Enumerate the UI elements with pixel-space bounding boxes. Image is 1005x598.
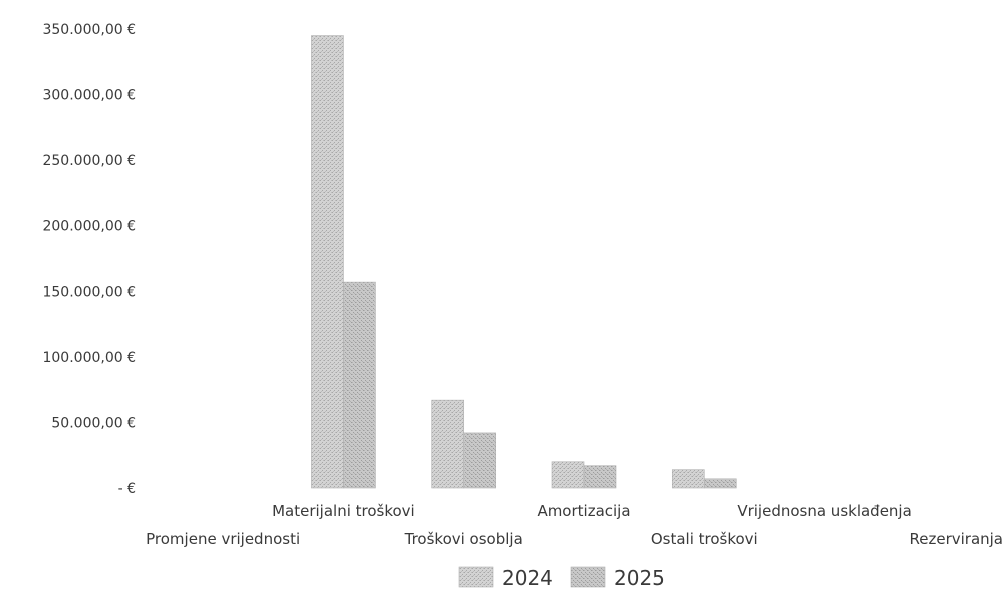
- x-tick-label: Rezerviranja: [909, 530, 1003, 548]
- y-tick-label: 150.000,00 €: [42, 284, 136, 300]
- bar-2024-1: [311, 35, 344, 489]
- bar-2025-1: [343, 281, 376, 489]
- x-tick-label: Troškovi osoblja: [404, 530, 523, 548]
- y-axis: - € 50.000,00 € 100.000,00 € 150.000,00 € 20…: [42, 22, 136, 497]
- x-tick-label: Ostali troškovi: [651, 530, 758, 548]
- x-tick-label: Promjene vrijednosti: [146, 530, 300, 548]
- x-tick-label: Vrijednosna usklađenja: [737, 502, 911, 520]
- bar-2024-2: [431, 399, 465, 489]
- legend-swatch-2024: [458, 566, 494, 588]
- legend-swatch-2025: [570, 566, 606, 588]
- y-tick-label: 200.000,00 €: [42, 219, 136, 235]
- bar-2025-4: [703, 478, 737, 489]
- x-tick-label: Amortizacija: [537, 502, 630, 520]
- y-tick-label: 350.000,00 €: [42, 22, 136, 38]
- bar-2024-4: [671, 469, 705, 489]
- bar-2025-3: [583, 465, 617, 489]
- y-tick-label: 300.000,00 €: [42, 88, 136, 104]
- legend: 2024 2025: [458, 566, 665, 590]
- bar-2024-3: [551, 461, 585, 489]
- y-tick-label: 250.000,00 €: [42, 153, 136, 169]
- y-tick-label: - €: [118, 481, 136, 497]
- x-axis: Promjene vrijednosti Materijalni troškovi…: [146, 502, 1003, 548]
- bars: [311, 35, 737, 489]
- x-tick-label: Materijalni troškovi: [272, 502, 415, 520]
- y-tick-label: 50.000,00 €: [51, 415, 136, 431]
- bar-2025-2: [463, 432, 497, 489]
- legend-label: 2024: [502, 566, 553, 590]
- legend-label: 2025: [614, 566, 665, 590]
- y-tick-label: 100.000,00 €: [42, 350, 136, 366]
